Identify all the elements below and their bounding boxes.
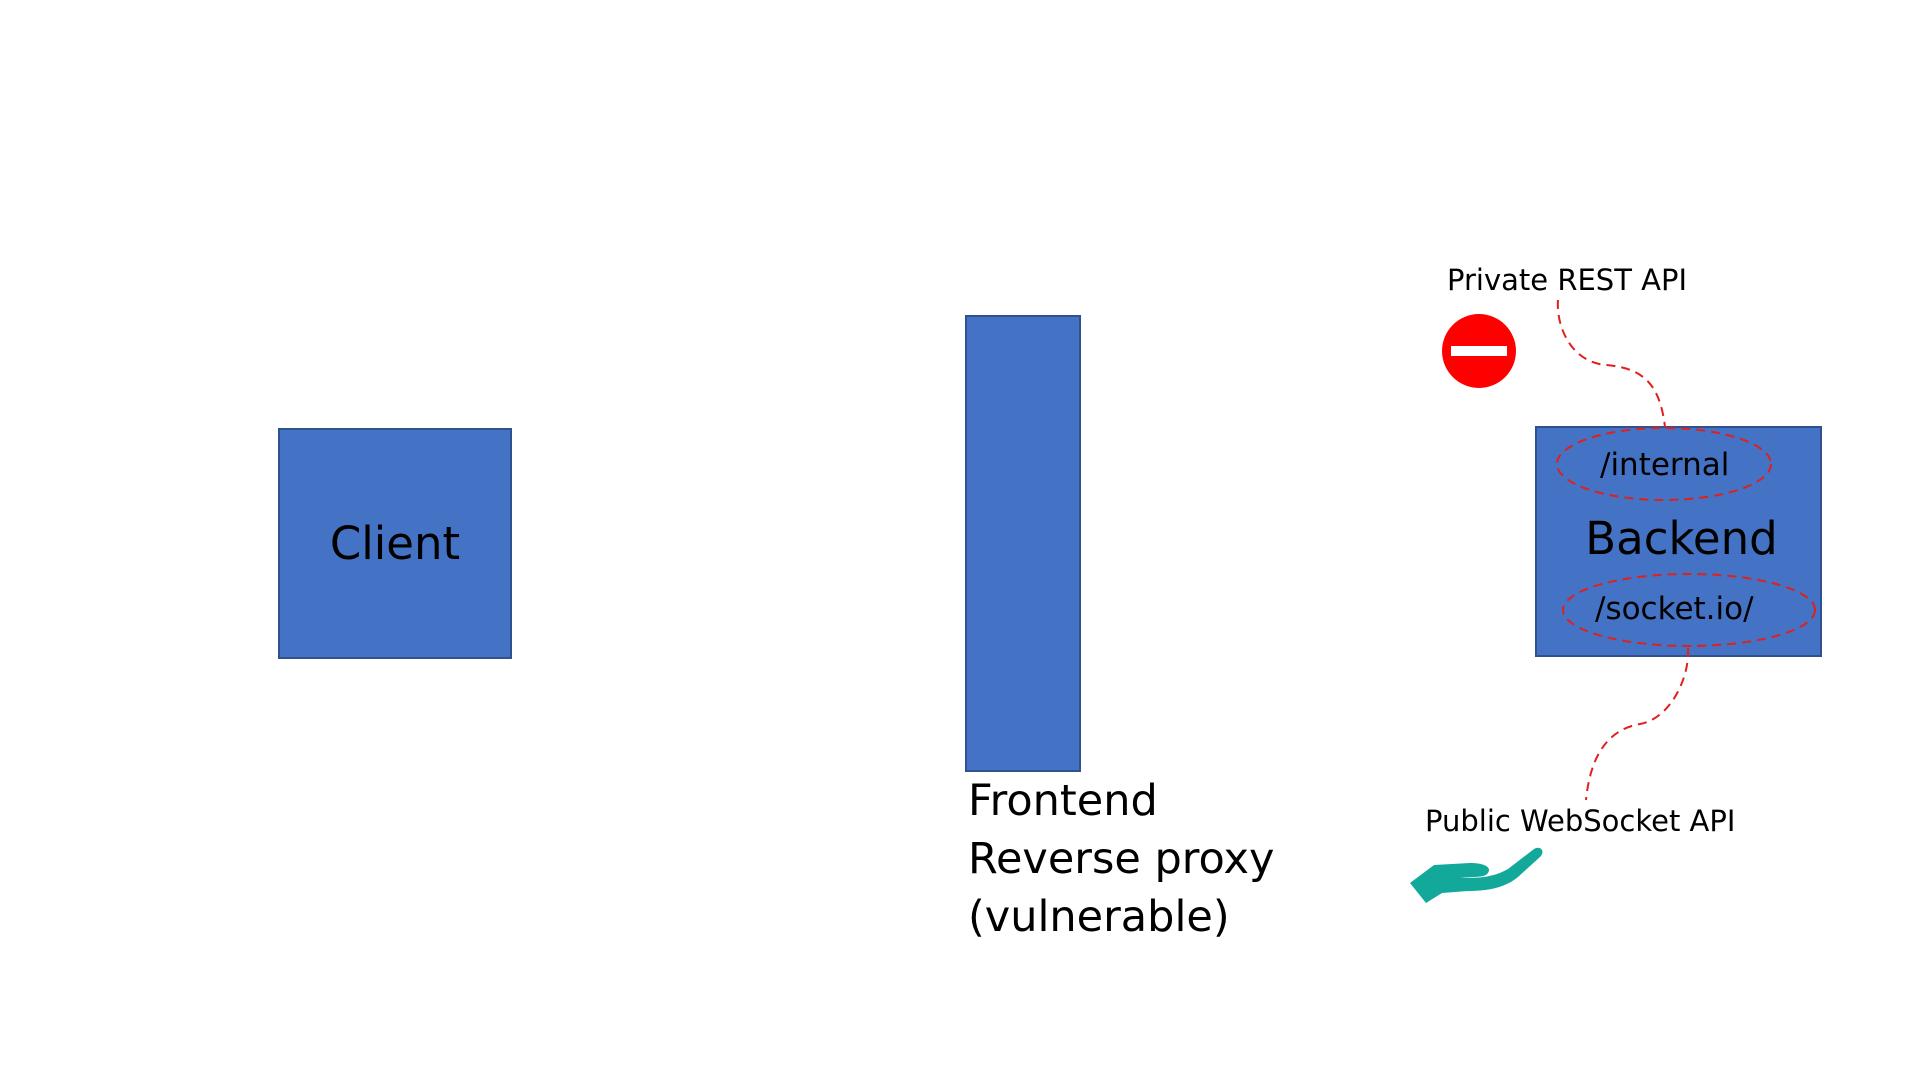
backend-label: Backend [1585, 512, 1778, 565]
public-api-connector [1585, 647, 1690, 801]
client-box: Client [278, 428, 512, 659]
reverse-proxy-box [965, 315, 1081, 772]
internal-endpoint-label: /internal [1600, 447, 1730, 483]
public-api-label: Public WebSocket API [1425, 804, 1736, 838]
hand-icon [1408, 843, 1544, 905]
client-label: Client [329, 517, 461, 570]
socket-endpoint-label: /socket.io/ [1595, 591, 1754, 627]
private-api-connector [1556, 299, 1666, 428]
no-entry-icon [1441, 313, 1517, 389]
proxy-label-line1: Frontend [968, 776, 1158, 826]
proxy-label-line2: Reverse proxy [968, 834, 1275, 884]
private-api-label: Private REST API [1447, 263, 1688, 297]
proxy-label-line3: (vulnerable) [968, 892, 1230, 942]
